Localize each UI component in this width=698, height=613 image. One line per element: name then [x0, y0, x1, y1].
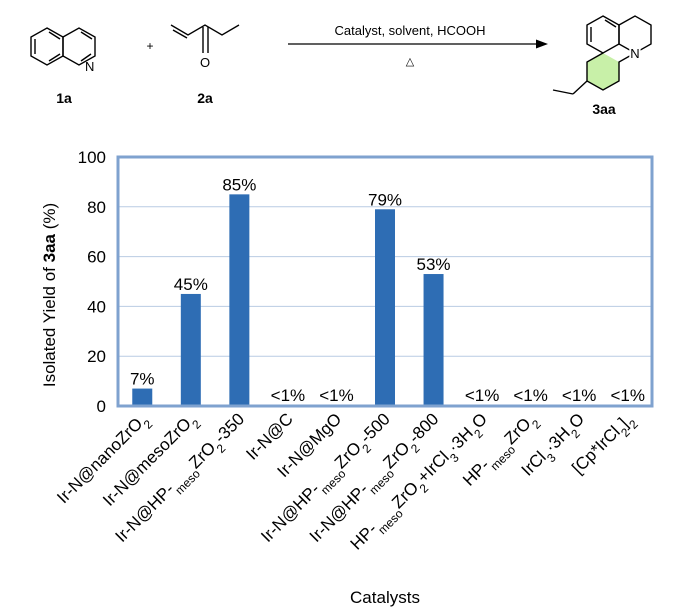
plus-sign: + [146, 39, 153, 53]
data-label: <1% [562, 386, 597, 405]
bars [132, 194, 638, 406]
plot-border [116, 155, 654, 408]
y-tick-label: 0 [97, 397, 106, 416]
data-label: 45% [174, 275, 208, 294]
x-axis-ticks: Ir-N@nanoZrO2Ir-N@mesoZrO2Ir-N@HP-mesoZr… [53, 409, 641, 553]
bar [132, 388, 153, 406]
enone-structure [170, 24, 240, 53]
data-label: <1% [465, 386, 500, 405]
bar [229, 194, 250, 406]
x-axis-label: Catalysts [350, 588, 420, 607]
quinoline-n-atom: N [85, 59, 94, 74]
data-label: <1% [513, 386, 548, 405]
data-label: <1% [271, 386, 306, 405]
reaction-conditions: Catalyst, solvent, HCOOH [335, 23, 486, 38]
product-structure [552, 15, 652, 95]
data-label: 85% [222, 175, 256, 194]
y-tick-label: 60 [87, 248, 106, 267]
bar [375, 209, 395, 406]
data-label: 79% [368, 190, 402, 209]
y-tick-label: 80 [87, 198, 106, 217]
quinoline-structure [30, 27, 96, 66]
arrow-head-icon [536, 39, 548, 49]
product-3aa-label: 3aa [592, 101, 616, 117]
reaction-scheme: N 1a + O 2a Catalyst, solvent, HCOOH △ [30, 15, 652, 117]
heat-symbol: △ [406, 56, 415, 68]
y-axis-label: Isolated Yield of 3aa (%) [40, 203, 59, 387]
y-axis-ticks: 0 20 40 60 80 100 [78, 148, 106, 416]
data-label: <1% [319, 386, 354, 405]
data-label: <1% [610, 386, 645, 405]
data-label: 53% [417, 255, 451, 274]
enone-o-atom: O [200, 55, 210, 70]
plot-frame [116, 155, 654, 408]
reactant-1a-label: 1a [56, 90, 72, 106]
data-label: 7% [130, 370, 155, 389]
bar [423, 274, 444, 406]
bar-chart: 0 20 40 60 80 100 7% 45% 85% <1% <1% 79% 53% <1% <1% <… [40, 148, 654, 607]
y-tick-label: 100 [78, 148, 106, 167]
y-tick-label: 40 [87, 297, 106, 316]
bar [180, 293, 201, 406]
data-labels: 7% 45% 85% <1% <1% 79% 53% <1% <1% <1% <1% [130, 175, 645, 404]
product-n-atom: N [630, 46, 639, 61]
y-tick-label: 20 [87, 347, 106, 366]
reactant-2a-label: 2a [197, 90, 213, 106]
